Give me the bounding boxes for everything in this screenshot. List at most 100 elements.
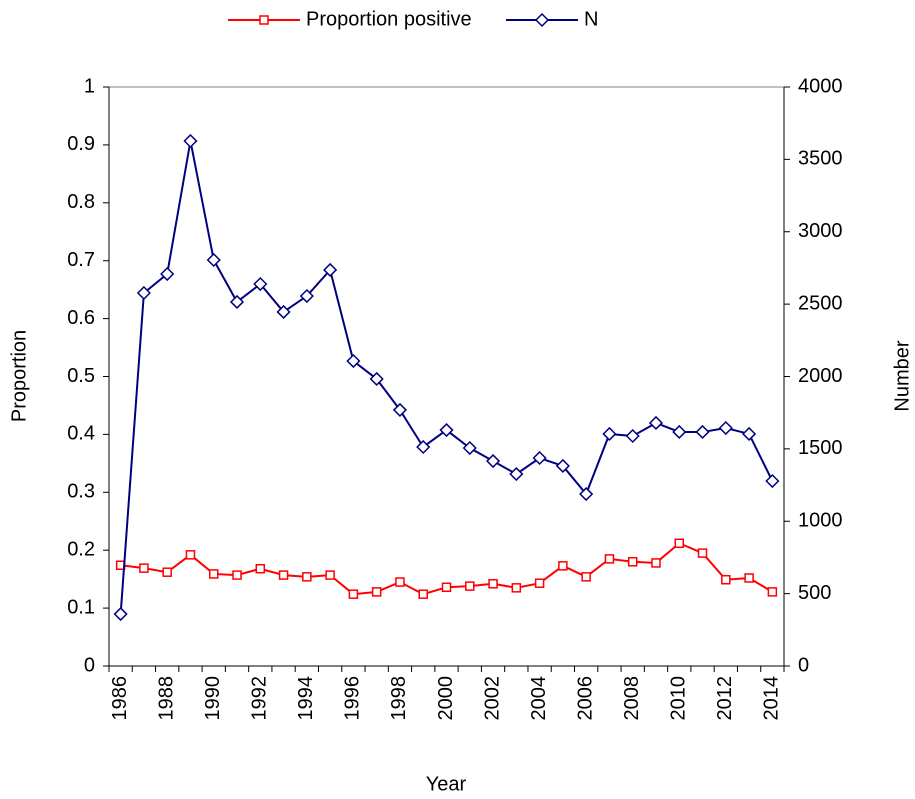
y-tick-label: 0.4	[67, 423, 95, 445]
y-tick-label: 0.8	[67, 191, 95, 213]
point-marker	[511, 583, 522, 593]
point-marker	[509, 467, 524, 482]
point-marker	[229, 294, 245, 310]
point-marker	[627, 557, 638, 567]
x-tick-label: 2000	[435, 676, 457, 721]
x-tick-label: 1996	[342, 676, 364, 721]
point-marker	[325, 570, 335, 580]
point-marker	[767, 587, 778, 597]
point-marker	[185, 550, 196, 560]
point-marker	[604, 554, 615, 564]
y-tick-label: 0.5	[67, 365, 95, 387]
point-marker	[208, 569, 219, 579]
y2-axis-label: Number	[891, 340, 913, 411]
x-tick-label: 2012	[714, 676, 736, 721]
legend-label: Proportion positive	[306, 8, 472, 30]
point-marker	[718, 420, 733, 436]
point-marker	[255, 563, 266, 574]
point-marker	[418, 589, 428, 599]
y-tick-label: 0.9	[67, 133, 95, 155]
point-marker	[742, 426, 757, 442]
point-marker	[465, 581, 475, 591]
x-tick-label: 1986	[109, 676, 131, 721]
y2-tick-label: 3000	[798, 220, 843, 242]
plot-frame	[108, 86, 785, 667]
x-tick-label: 1998	[388, 676, 410, 721]
y2-tick-label: 3500	[798, 148, 843, 170]
point-marker	[579, 486, 594, 502]
y2-tick-label: 0	[798, 654, 809, 676]
point-marker	[160, 266, 175, 282]
point-marker	[232, 570, 242, 580]
point-marker	[439, 422, 454, 438]
y-tick-label: 0	[84, 654, 95, 676]
point-marker	[744, 573, 754, 583]
y2-tick-label: 2500	[798, 292, 843, 314]
point-marker	[651, 558, 661, 568]
y2-tick-label: 1500	[798, 437, 843, 459]
point-marker	[113, 606, 128, 622]
point-marker	[392, 402, 408, 417]
x-tick-label: 2002	[481, 676, 503, 721]
point-marker	[555, 458, 570, 474]
y2-tick-label: 4000	[798, 75, 843, 97]
point-marker	[697, 548, 708, 558]
x-tick-label: 2008	[621, 676, 643, 721]
x-tick-label: 2006	[574, 676, 596, 721]
y-axis-label: Proportion	[8, 330, 30, 422]
point-marker	[183, 133, 198, 149]
point-marker	[259, 15, 269, 25]
x-tick-label: 1990	[202, 676, 224, 721]
point-marker	[369, 371, 384, 387]
x-tick-label: 2010	[668, 676, 690, 721]
y2-tick-label: 2000	[798, 365, 843, 387]
point-marker	[534, 12, 550, 28]
point-marker	[488, 579, 498, 589]
point-marker	[278, 570, 289, 580]
x-tick-label: 1992	[249, 676, 271, 721]
point-marker	[253, 276, 268, 292]
point-marker	[441, 582, 452, 593]
point-marker	[162, 567, 172, 577]
point-marker	[395, 577, 405, 587]
point-marker	[534, 578, 545, 588]
x-tick-label: 2014	[761, 676, 783, 721]
point-marker	[765, 473, 780, 489]
x-tick-label: 1994	[295, 676, 317, 721]
y-tick-label: 0.3	[67, 481, 95, 503]
x-axis-label: Year	[426, 773, 467, 795]
point-marker	[485, 453, 501, 469]
point-marker	[302, 572, 312, 582]
point-marker	[581, 572, 591, 582]
point-marker	[721, 574, 731, 585]
x-tick-label: 2004	[528, 676, 550, 721]
point-marker	[462, 440, 477, 456]
point-marker	[206, 252, 221, 268]
point-marker	[371, 587, 382, 597]
point-marker	[348, 589, 359, 599]
point-marker	[674, 538, 685, 549]
y2-tick-label: 500	[798, 582, 831, 604]
point-marker	[648, 415, 664, 431]
point-marker	[695, 424, 710, 439]
y2-tick-label: 1000	[798, 510, 843, 532]
point-marker	[323, 262, 338, 278]
point-marker	[416, 439, 431, 455]
point-marker	[532, 450, 547, 466]
point-marker	[558, 561, 568, 571]
point-marker	[139, 563, 149, 573]
point-marker	[136, 285, 151, 301]
legend-label: N	[584, 8, 598, 30]
y-tick-label: 0.2	[67, 538, 95, 560]
point-marker	[672, 424, 687, 439]
y-tick-label: 0.1	[67, 596, 95, 618]
point-marker	[602, 426, 617, 442]
point-marker	[625, 428, 640, 444]
point-marker	[299, 288, 314, 304]
point-marker	[276, 304, 291, 320]
point-marker	[346, 353, 361, 369]
y-tick-label: 0.7	[67, 249, 95, 271]
x-tick-label: 1988	[155, 676, 177, 721]
y-tick-label: 1	[84, 75, 95, 97]
